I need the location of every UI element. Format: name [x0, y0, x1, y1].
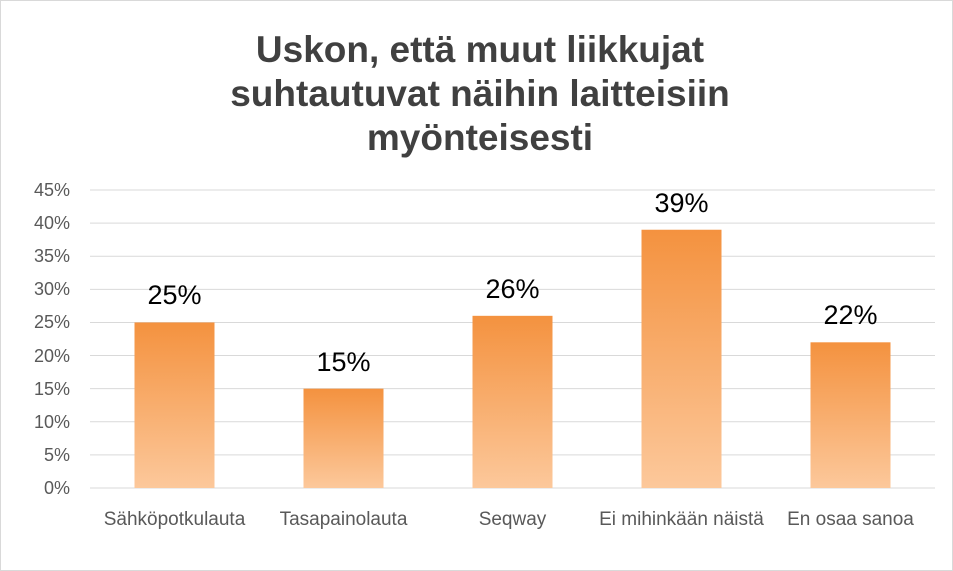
data-label: 25%	[147, 280, 202, 311]
x-tick-label: Tasapainolauta	[279, 509, 408, 530]
y-tick-label: 10%	[33, 411, 70, 432]
bar	[810, 342, 891, 488]
y-tick-label: 20%	[33, 345, 70, 366]
y-tick-label: 15%	[33, 378, 70, 399]
data-label: 22%	[823, 300, 878, 331]
bar	[303, 388, 384, 488]
x-tick-label: Seqway	[478, 509, 547, 530]
x-tick-label: En osaa sanoa	[787, 509, 914, 530]
data-label: 15%	[316, 346, 371, 377]
bar	[472, 315, 553, 488]
y-tick-label: 5%	[43, 444, 70, 465]
bar	[134, 322, 215, 488]
x-tick-label: Ei mihinkään näistä	[599, 509, 764, 530]
data-label: 39%	[654, 187, 709, 218]
y-tick-label: 25%	[33, 312, 70, 333]
y-tick-label: 30%	[33, 279, 70, 300]
y-tick-label: 40%	[33, 213, 70, 234]
chart-title: Uskon, että muut liikkujat suhtautuvat n…	[230, 29, 730, 158]
y-tick-label: 35%	[33, 246, 70, 267]
data-label: 26%	[485, 273, 540, 304]
y-tick-label: 0%	[43, 478, 70, 498]
x-tick-label: Sähköpotkulauta	[103, 509, 246, 530]
y-tick-label: 45%	[33, 180, 70, 200]
bar	[641, 229, 722, 488]
